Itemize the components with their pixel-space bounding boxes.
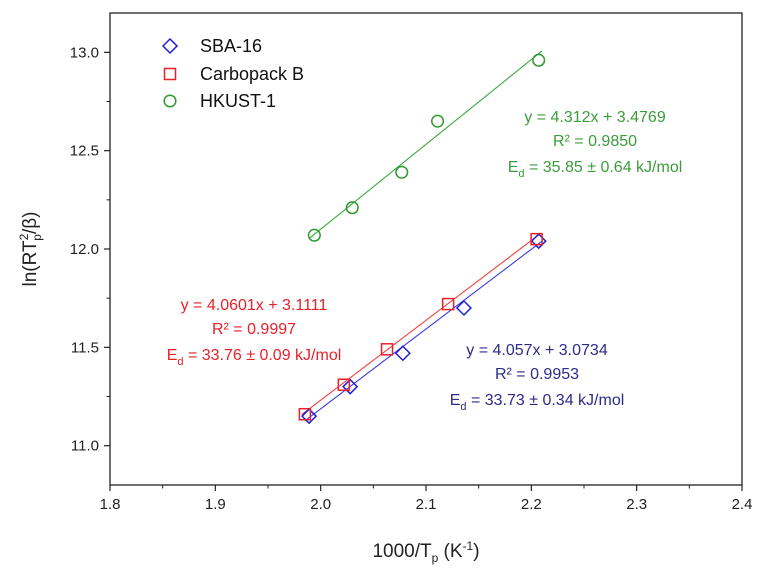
fit-activation-energy: Ed = 35.85 ± 0.64 kJ/mol [508, 159, 683, 180]
data-point [455, 299, 472, 317]
x-tick-label: 2.4 [732, 496, 753, 513]
legend: SBA-16 Carbopack B HKUST-1 [161, 36, 304, 111]
y-tick-label: 12.0 [70, 241, 99, 258]
fit-r-squared: R² = 0.9953 [495, 366, 579, 383]
x-tick-label: 2.3 [626, 496, 647, 513]
data-point [530, 233, 547, 250]
y-axis-title: ln(RT2p/β) [17, 211, 44, 286]
fit-annotation: y = 4.0601x + 3.1111 R² = 0.9997 Ed = 33.7… [167, 297, 342, 368]
fit-equation: y = 4.312x + 3.4769 [524, 109, 666, 126]
fit-annotations: y = 4.057x + 3.0734 R² = 0.9953 Ed = 33.73… [167, 109, 683, 413]
y-tick-label: 11.5 [71, 339, 99, 356]
fit-r-squared: R² = 0.9997 [212, 321, 296, 338]
legend-marker [163, 94, 177, 108]
fit-equation: y = 4.057x + 3.0734 [466, 342, 608, 359]
ticks-layer: 1.8 1.9 2.0 2.1 2.2 2.3 2.4 11.0 11.5 12.0 12.5 13.… [70, 44, 753, 513]
fit-r-squared: R² = 0.9850 [553, 133, 637, 150]
data-point [530, 232, 543, 246]
legend-label: HKUST-1 [200, 91, 276, 111]
data-point [395, 165, 409, 179]
data-point [337, 378, 351, 391]
x-tick-label: 1.9 [205, 496, 226, 513]
data-point [301, 408, 318, 425]
data-point [342, 378, 359, 395]
data-point [532, 53, 546, 67]
fit-line [301, 233, 541, 415]
data-point [298, 407, 312, 421]
x-tick-label: 1.8 [100, 496, 121, 513]
y-tick-label: 13.0 [70, 44, 99, 61]
y-tick-label: 12.5 [70, 143, 99, 160]
data-point [345, 201, 359, 215]
y-tick-label: 11.0 [71, 438, 99, 455]
legend-marker [161, 37, 179, 55]
legend-marker [163, 67, 177, 81]
legend-label: Carbopack B [200, 64, 304, 84]
x-axis-title: 1000/Tp (K-1) [372, 539, 479, 565]
data-point [380, 343, 394, 356]
x-tick-label: 2.0 [310, 496, 331, 513]
data-point [431, 114, 445, 128]
data-point [441, 297, 455, 311]
data-point [307, 228, 321, 242]
fit-equation: y = 4.0601x + 3.1111 [181, 297, 328, 314]
data-point [394, 345, 411, 362]
fit-annotation: y = 4.057x + 3.0734 R² = 0.9953 Ed = 33.73… [450, 342, 625, 413]
fit-annotation: y = 4.312x + 3.4769 R² = 0.9850 Ed = 35.85… [508, 109, 683, 180]
data-points-layer [298, 53, 547, 425]
x-tick-label: 2.2 [521, 496, 542, 513]
fit-activation-energy: Ed = 33.76 ± 0.09 kJ/mol [167, 347, 342, 368]
legend-label: SBA-16 [200, 36, 262, 56]
fit-line [309, 50, 543, 239]
x-tick-label: 2.1 [416, 496, 437, 513]
fit-activation-energy: Ed = 33.73 ± 0.34 kJ/mol [450, 392, 625, 413]
